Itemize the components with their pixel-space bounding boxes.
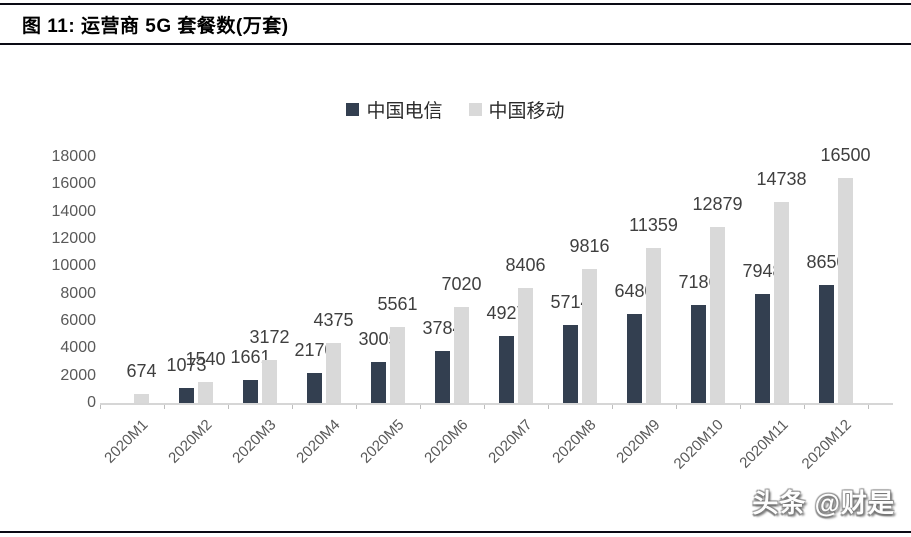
x-axis-category-label: 2020M3 <box>228 416 280 467</box>
bar-china-telecom <box>627 314 642 403</box>
bar-value-label: 1073 <box>166 355 207 376</box>
legend-item-china-mobile: 中国移动 <box>468 96 565 123</box>
bar-china-mobile <box>838 177 853 403</box>
x-axis-tick <box>484 405 485 409</box>
bar-china-mobile <box>134 393 149 403</box>
x-axis-category-label: 2020M7 <box>484 416 536 467</box>
bottom-rule <box>0 531 911 533</box>
bar-value-label: 7020 <box>441 274 482 295</box>
x-axis-category-label: 2020M4 <box>292 416 344 467</box>
legend-swatch-china-telecom <box>346 103 360 116</box>
bar-value-label: 6480 <box>614 281 655 302</box>
y-axis: 0 2000 4000 6000 8000 10000 12000 14000 16000 180… <box>0 148 98 411</box>
y-axis-tick-label: 18000 <box>51 148 97 165</box>
bar-value-label: 16500 <box>820 144 871 165</box>
x-axis-line <box>100 403 893 405</box>
bar-china-telecom <box>307 373 322 403</box>
x-axis-tick <box>356 405 357 409</box>
legend-swatch-china-mobile <box>468 103 482 116</box>
chart-legend: 中国电信 中国移动 <box>0 96 911 123</box>
bar-china-mobile <box>262 359 277 403</box>
bar-value-label: 4927 <box>486 302 527 323</box>
bar-china-mobile <box>390 327 405 403</box>
bar-china-telecom <box>563 324 578 403</box>
x-axis-category-label: 2020M10 <box>671 416 728 473</box>
bar-china-telecom <box>499 335 514 403</box>
top-rule <box>0 3 911 5</box>
x-axis-tick <box>676 405 677 409</box>
bar-value-label: 1661 <box>230 347 271 368</box>
x-axis-tick <box>228 405 229 409</box>
bar-china-telecom <box>755 294 770 403</box>
bar-value-label: 4375 <box>313 310 354 331</box>
x-axis-tick <box>548 405 549 409</box>
x-axis-tick <box>804 405 805 409</box>
bar-value-label: 8406 <box>505 255 546 276</box>
x-axis-tick <box>740 405 741 409</box>
bar-china-telecom <box>371 361 386 403</box>
bar-value-label: 3005 <box>358 328 399 349</box>
bar-value-label: 2170 <box>294 340 335 361</box>
bar-value-label: 12879 <box>692 193 743 214</box>
bar-china-mobile <box>518 288 533 403</box>
x-axis-tick <box>868 405 869 409</box>
watermark: 头条 @财是 <box>752 488 895 518</box>
plot-area: 2020M1 674 2020M2 1073 1540 2020M3 1661 3172 202… <box>100 145 893 473</box>
bar-value-label: 11359 <box>629 214 678 235</box>
bar-value-label: 14738 <box>756 168 807 189</box>
bar-value-label: 1540 <box>185 348 226 369</box>
x-axis-category-label: 2020M11 <box>735 416 792 472</box>
x-axis-category-label: 2020M5 <box>356 416 408 467</box>
bar-china-mobile <box>326 343 341 403</box>
bar-value-label: 674 <box>126 360 157 381</box>
x-axis-category-label: 2020M1 <box>100 416 152 467</box>
x-axis-tick <box>420 405 421 409</box>
y-axis-tick-label: 0 <box>87 394 96 411</box>
figure-title: 图 11: 运营商 5G 套餐数(万套) <box>22 16 289 37</box>
y-axis-tick-label: 16000 <box>51 175 97 193</box>
bar-value-label: 5714 <box>550 291 591 312</box>
x-axis-tick <box>164 405 165 409</box>
x-axis-category-label: 2020M2 <box>164 416 216 467</box>
y-axis-tick-label: 14000 <box>51 202 97 220</box>
x-axis-tick <box>612 405 613 409</box>
x-axis-category-label: 2020M8 <box>548 416 600 467</box>
bar-value-label: 7186 <box>678 271 719 292</box>
bar-china-mobile <box>198 381 213 403</box>
legend-label-china-mobile: 中国移动 <box>488 101 565 122</box>
bar-value-label: 5561 <box>377 293 418 314</box>
bar-value-label: 3172 <box>249 326 290 347</box>
y-axis-tick-label: 12000 <box>51 230 97 247</box>
bar-china-telecom <box>435 351 450 403</box>
y-axis-tick-label: 2000 <box>60 366 96 384</box>
x-axis-category-label: 2020M12 <box>799 416 856 473</box>
bar-china-telecom <box>179 388 194 403</box>
title-rule <box>0 43 911 45</box>
bar-china-mobile <box>710 227 725 403</box>
bar-value-label: 7948 <box>742 261 783 282</box>
x-axis-category-label: 2020M6 <box>420 416 472 467</box>
y-axis-tick-label: 6000 <box>60 312 96 329</box>
y-axis-tick-label: 10000 <box>51 257 97 275</box>
bar-china-mobile <box>774 201 789 403</box>
x-axis-tick <box>292 405 293 409</box>
x-axis-category-label: 2020M9 <box>612 416 664 467</box>
y-axis-tick-label: 4000 <box>60 339 96 357</box>
bar-value-label: 9816 <box>569 235 610 256</box>
y-axis-tick-label: 8000 <box>60 284 96 302</box>
bar-china-mobile <box>582 268 597 403</box>
bar-value-label: 3784 <box>422 318 463 339</box>
bar-china-telecom <box>691 304 706 403</box>
legend-label-china-telecom: 中国电信 <box>366 101 443 122</box>
legend-item-china-telecom: 中国电信 <box>346 96 443 123</box>
x-axis-tick <box>100 405 101 409</box>
bar-china-telecom <box>819 284 834 403</box>
bar-china-telecom <box>243 380 258 403</box>
bar-value-label: 8650 <box>806 251 847 272</box>
bar-china-mobile <box>646 247 661 403</box>
bar-china-mobile <box>454 307 469 403</box>
